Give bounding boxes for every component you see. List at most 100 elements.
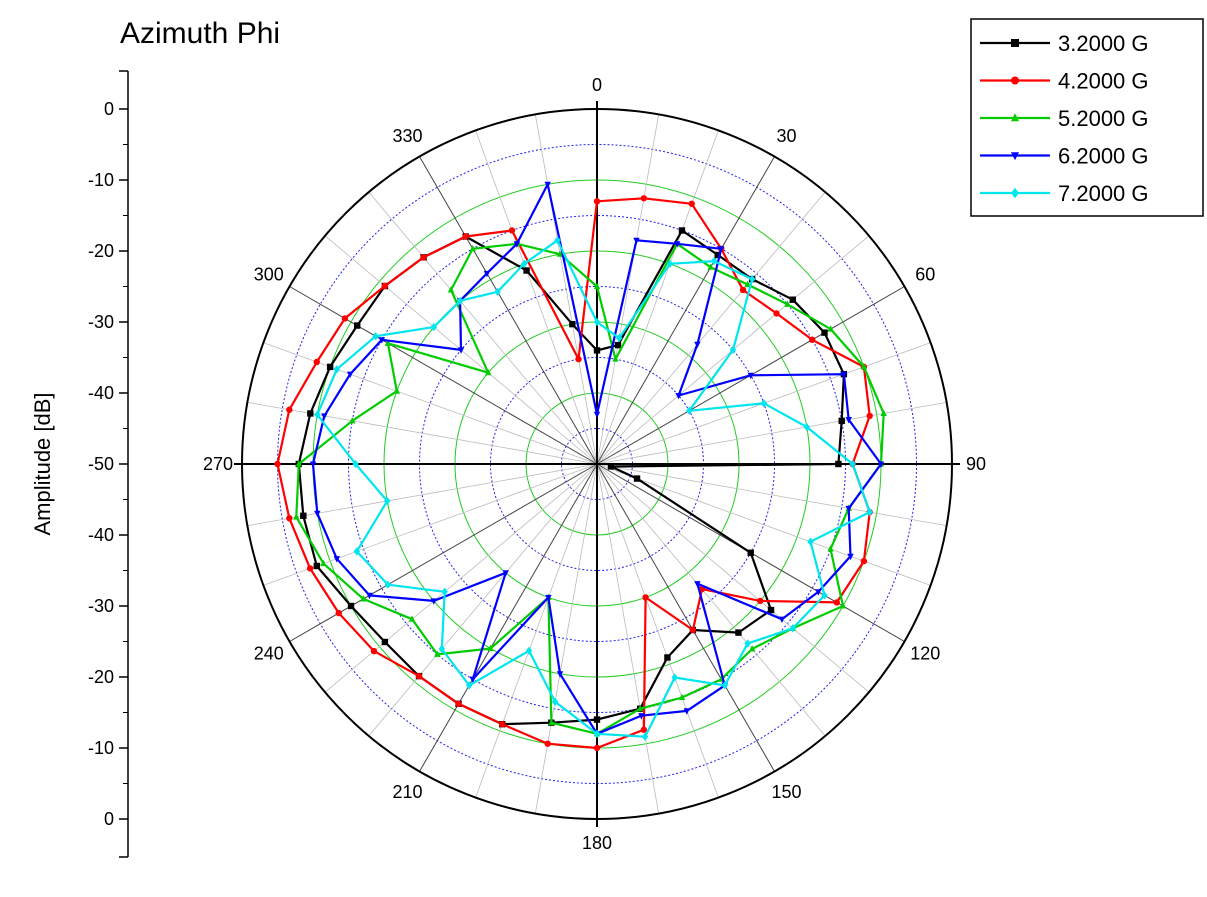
data-point	[438, 644, 446, 654]
data-point	[326, 363, 334, 371]
data-point	[483, 270, 491, 278]
grid-spoke	[596, 463, 870, 693]
data-point	[408, 615, 416, 622]
data-point	[683, 708, 691, 715]
data-point	[300, 512, 307, 519]
angle-label: 30	[776, 126, 796, 146]
data-point	[295, 460, 302, 467]
angle-label: 0	[592, 75, 602, 95]
data-point	[688, 200, 695, 207]
left-axis-tick-label: -20	[88, 667, 114, 687]
grid-spoke	[596, 463, 719, 798]
data-point	[845, 505, 852, 513]
data-point	[469, 244, 476, 252]
legend: 3.2000 G 4.2000 G 5.2000 G 6.2000 G 7.2000 G	[970, 18, 1204, 217]
data-point	[353, 322, 361, 329]
data-point	[778, 616, 786, 624]
data-point	[809, 336, 816, 343]
angle-label: 300	[254, 265, 284, 285]
data-point	[593, 198, 601, 205]
data-point	[747, 372, 754, 380]
data-point	[640, 195, 648, 202]
data-point	[286, 406, 293, 413]
data-point	[434, 650, 441, 657]
data-point	[638, 713, 645, 720]
grid-spoke	[596, 130, 719, 465]
legend-item: 7.2000 G	[980, 181, 1149, 206]
data-point	[694, 341, 701, 349]
data-point	[499, 721, 506, 728]
data-point	[689, 626, 697, 634]
data-point	[430, 322, 438, 332]
data-point	[607, 463, 615, 470]
data-point	[767, 606, 775, 614]
legend-label: 6.2000 G	[1058, 144, 1149, 169]
y-axis-label: Amplitude [dB]	[30, 392, 55, 535]
data-point	[593, 744, 601, 752]
left-axis-tick-label: 0	[104, 99, 114, 119]
data-point	[633, 237, 640, 245]
data-point	[307, 410, 314, 417]
radial-axis-scale: 0 -10 -20 -30 -40 -50 -40 -30 -20 -10 0	[88, 70, 129, 858]
data-point	[346, 371, 354, 378]
data-point	[575, 355, 582, 363]
data-point	[827, 545, 834, 552]
data-point	[847, 553, 854, 561]
data-point	[306, 565, 314, 572]
data-point	[666, 259, 674, 269]
data-point	[523, 267, 530, 274]
legend-item: 5.2000 G	[980, 106, 1149, 131]
data-point	[321, 413, 328, 420]
data-point	[593, 317, 601, 327]
data-point	[381, 282, 389, 290]
data-point	[877, 461, 885, 468]
data-point	[593, 347, 601, 354]
data-point	[694, 581, 701, 588]
data-point	[341, 315, 349, 322]
data-point	[352, 459, 359, 469]
data-point	[556, 671, 564, 678]
data-point	[671, 673, 678, 682]
data-point	[462, 233, 469, 240]
left-axis-tick-label: -20	[88, 241, 114, 261]
grid-spoke	[596, 191, 826, 465]
data-point	[293, 513, 300, 520]
grid-spoke	[475, 130, 598, 465]
data-point	[821, 591, 828, 600]
data-point	[513, 241, 521, 248]
data-point	[347, 602, 355, 610]
data-point	[420, 254, 427, 261]
grid-spoke	[368, 191, 598, 465]
data-point	[313, 358, 320, 366]
data-point	[880, 409, 887, 417]
data-point	[718, 246, 725, 253]
legend-marker	[1011, 187, 1019, 199]
angle-label: 120	[910, 644, 940, 664]
legend-item: 6.2000 G	[980, 144, 1149, 169]
legend-marker	[1011, 76, 1019, 85]
data-point	[640, 726, 648, 733]
data-point	[833, 599, 841, 606]
legend-label: 7.2000 G	[1058, 181, 1149, 206]
data-point	[457, 347, 465, 354]
legend-label: 3.2000 G	[1058, 31, 1149, 56]
legend-label: 5.2000 G	[1058, 106, 1149, 131]
data-point	[333, 365, 340, 374]
series-5	[314, 236, 873, 741]
data-point	[827, 325, 834, 332]
data-point	[314, 510, 321, 518]
data-point	[707, 263, 714, 270]
data-point	[866, 412, 873, 420]
data-point	[789, 296, 797, 303]
data-point	[314, 410, 321, 419]
data-point	[485, 368, 492, 376]
data-point	[673, 241, 681, 248]
data-point	[748, 274, 756, 284]
grid-spoke	[596, 463, 660, 814]
data-point	[748, 645, 756, 652]
series-line-2	[276, 197, 871, 750]
data-point	[633, 475, 641, 482]
data-point	[845, 417, 852, 424]
data-point	[548, 718, 555, 726]
data-point	[384, 580, 392, 589]
